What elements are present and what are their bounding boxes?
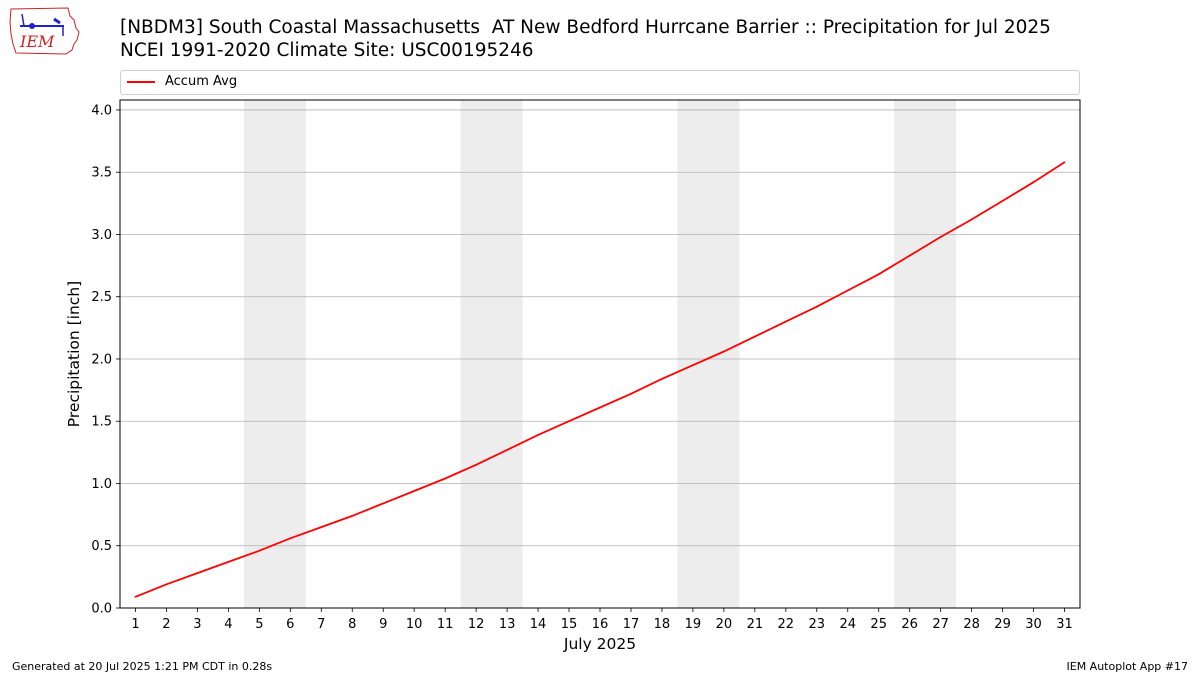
data-point: [258, 549, 261, 552]
x-tick-label: 2: [162, 617, 170, 632]
data-point: [846, 289, 849, 292]
data-point: [599, 406, 601, 409]
y-tick-label: 3.0: [91, 228, 112, 243]
x-tick-label: 26: [901, 617, 918, 632]
y-tick-label: 2.5: [91, 290, 112, 305]
chart-title: [NBDM3] South Coastal Massachusetts AT N…: [120, 17, 1051, 38]
data-point: [444, 477, 447, 480]
data-point: [475, 463, 478, 466]
data-point: [630, 392, 632, 395]
x-tick-label: 15: [561, 617, 578, 632]
x-axis-label: July 2025: [563, 635, 636, 653]
x-tick-label: 21: [747, 617, 764, 632]
x-tick-label: 17: [623, 617, 640, 632]
legend-swatch: [127, 81, 155, 83]
data-point: [165, 583, 168, 586]
x-tick-label: 20: [716, 617, 733, 632]
data-point: [784, 320, 787, 323]
data-point: [320, 526, 323, 528]
x-tick-label: 13: [499, 617, 516, 632]
x-tick-label: 7: [317, 617, 325, 632]
y-tick-label: 3.5: [91, 166, 112, 181]
x-tick-label: 11: [437, 617, 454, 632]
app-id: IEM Autoplot App #17: [1066, 660, 1189, 673]
x-tick-label: 10: [406, 617, 423, 632]
data-point: [722, 350, 725, 353]
data-point: [815, 305, 818, 308]
data-point: [1032, 181, 1035, 184]
plot-frame: [119, 99, 1081, 609]
x-tick-label: 25: [870, 617, 887, 632]
x-tick-label: 23: [809, 617, 826, 632]
data-point: [568, 420, 570, 423]
x-tick-label: 22: [778, 617, 795, 632]
x-tick-label: 9: [379, 617, 387, 632]
logo-text: IEM: [19, 32, 55, 51]
x-tick-label: 19: [685, 617, 702, 632]
x-tick-label: 6: [286, 617, 294, 632]
legend-label: Accum Avg: [165, 74, 238, 89]
data-point: [1063, 161, 1066, 164]
data-point: [908, 254, 911, 257]
data-point: [289, 537, 292, 540]
y-tick-label: 2.0: [91, 352, 112, 367]
x-tick-label: 27: [932, 617, 949, 632]
x-tick-label: 28: [963, 617, 980, 632]
x-tick-label: 18: [654, 617, 671, 632]
data-point: [753, 335, 756, 338]
legend: Accum Avg: [120, 70, 1080, 95]
data-point: [537, 434, 539, 436]
data-point: [413, 490, 416, 492]
data-point: [970, 218, 973, 221]
x-tick-label: 1: [131, 617, 139, 632]
weekend-band-1: [460, 100, 523, 608]
data-point: [1001, 199, 1004, 202]
data-point: [227, 561, 230, 563]
x-tick-label: 4: [224, 617, 232, 632]
data-point: [506, 448, 508, 451]
iem-logo-graphic: IEM: [9, 7, 80, 55]
x-tick-label: 16: [592, 617, 609, 632]
x-tick-label: 5: [255, 617, 263, 632]
x-tick-label: 12: [468, 617, 485, 632]
weekend-band-0: [243, 100, 306, 608]
y-tick-label: 0.5: [91, 539, 112, 554]
weekend-band-3: [894, 100, 957, 608]
x-tick-label: 14: [530, 617, 547, 632]
x-tick-label: 8: [348, 617, 356, 632]
x-tick-label: 24: [839, 617, 856, 632]
data-point: [877, 273, 880, 276]
data-point: [134, 595, 137, 598]
data-point: [692, 364, 694, 367]
y-tick-label: 1.5: [91, 415, 112, 430]
data-point: [661, 378, 663, 380]
x-tick-label: 29: [994, 617, 1011, 632]
y-axis-label: Precipitation [inch]: [65, 281, 83, 427]
data-point: [939, 236, 942, 238]
iem-logo: IEM: [8, 6, 82, 62]
y-tick-label: 4.0: [91, 103, 112, 118]
generated-timestamp: Generated at 20 Jul 2025 1:21 PM CDT in …: [12, 660, 273, 673]
y-tick-label: 1.0: [91, 477, 112, 492]
data-point: [382, 502, 385, 505]
weekend-band-2: [677, 100, 740, 608]
x-tick-label: 30: [1025, 617, 1042, 632]
chart-subtitle: NCEI 1991-2020 Climate Site: USC00195246: [120, 40, 534, 61]
y-tick-label: 0.0: [91, 602, 112, 617]
x-tick-label: 3: [193, 617, 201, 632]
data-point: [351, 514, 354, 517]
x-tick-label: 31: [1056, 617, 1073, 632]
data-point: [196, 572, 199, 575]
